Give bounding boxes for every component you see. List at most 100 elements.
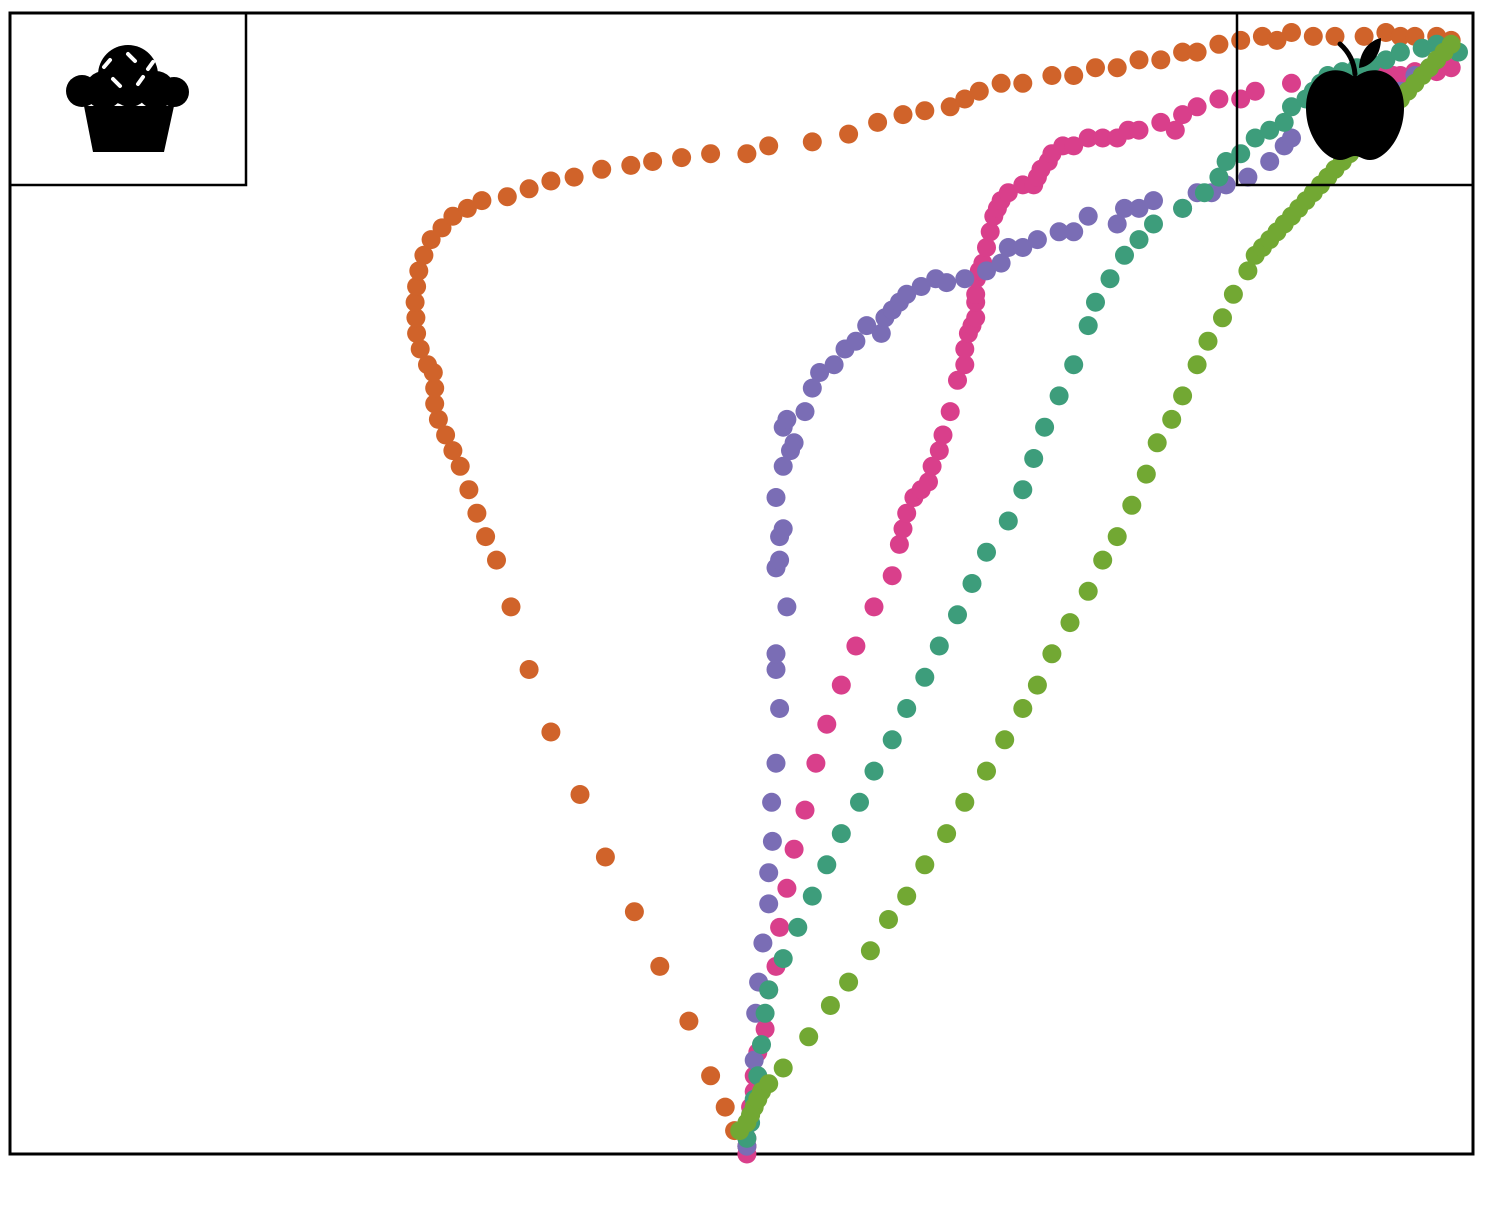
trajectory-point: [911, 277, 931, 296]
trajectory-point: [715, 1097, 735, 1117]
trajectory-point: [1115, 198, 1134, 218]
trajectory-point: [1441, 34, 1461, 54]
trajectory-point: [977, 238, 996, 257]
trajectory-point: [1078, 316, 1098, 336]
trajectory-point: [1129, 50, 1149, 70]
trajectory-point: [1064, 355, 1084, 375]
trajectory-point: [1093, 550, 1113, 570]
trajectory-point: [755, 1019, 775, 1039]
series-layer: [405, 23, 1468, 1164]
trajectory-point: [759, 980, 779, 1000]
trajectory-point: [1078, 206, 1098, 226]
trajectory-point: [650, 956, 670, 976]
trajectory-point: [1209, 167, 1229, 187]
trajectory-point: [1013, 480, 1033, 500]
trajectory-point: [1086, 292, 1105, 312]
trajectory-point: [621, 155, 641, 175]
trajectory-point: [893, 519, 913, 539]
trajectory-point: [879, 910, 898, 929]
trajectory-point: [1060, 613, 1080, 633]
trajectory-point: [1260, 152, 1280, 171]
trajectory-series-2: [737, 58, 1461, 1164]
trajectory-point: [672, 148, 692, 168]
trajectory-point: [1144, 214, 1163, 234]
trajectory-point: [487, 550, 506, 570]
trajectory-point: [966, 284, 986, 304]
trajectory-point: [410, 339, 430, 359]
trajectory-point: [929, 441, 949, 461]
trajectory-point: [418, 355, 437, 375]
trajectory-point: [1390, 26, 1410, 46]
trajectory-point: [802, 132, 822, 152]
trajectory-point: [919, 472, 938, 492]
trajectory-point: [1187, 97, 1207, 117]
trajectory-point: [882, 730, 902, 750]
trajectory-point: [541, 171, 561, 191]
trajectory-point: [1187, 355, 1207, 375]
trajectory-point: [624, 902, 644, 922]
trajectory-series-3: [737, 58, 1439, 1156]
trajectory-point: [998, 238, 1018, 257]
trajectory-point: [737, 144, 757, 164]
trajectory-point: [1252, 26, 1272, 46]
trajectory-point: [1027, 675, 1047, 695]
trajectory-point: [839, 124, 859, 144]
trajectory-point: [817, 855, 837, 875]
trajectory-point: [406, 308, 426, 328]
trajectory-point: [497, 187, 517, 207]
trajectory-point: [1013, 699, 1033, 718]
trajectory-point: [1027, 230, 1047, 250]
trajectory-point: [1187, 42, 1207, 62]
trajectory-point: [824, 355, 844, 375]
trajectory-point: [1129, 198, 1149, 218]
trajectory-point: [595, 847, 615, 867]
trajectory-point: [915, 855, 935, 875]
trajectory-point: [1198, 331, 1218, 351]
trajectory-point: [893, 105, 913, 125]
trajectory-point: [1376, 23, 1396, 42]
trajectory-point: [868, 112, 888, 132]
trajectory-point: [846, 636, 866, 656]
trajectory-point: [701, 144, 721, 164]
trajectory-point: [955, 269, 975, 289]
trajectory-point: [407, 277, 427, 296]
trajectory-point: [795, 402, 815, 422]
trajectory-point: [1412, 38, 1432, 58]
trajectory-point: [1282, 23, 1301, 42]
trajectory-point: [773, 519, 793, 539]
trajectory-point: [1173, 198, 1193, 218]
trajectory-point: [1282, 97, 1301, 117]
trajectory-point: [1274, 112, 1294, 132]
trajectory-point: [1303, 26, 1323, 46]
trajectory-point: [897, 699, 917, 718]
trajectory-point: [955, 339, 975, 359]
trajectory-point: [1086, 58, 1105, 78]
trajectory-point: [1390, 66, 1410, 85]
trajectory-point: [788, 917, 808, 937]
trajectory-point: [817, 714, 837, 734]
trajectory-point: [428, 409, 448, 429]
trajectory-point: [773, 456, 793, 476]
trajectory-point: [405, 292, 425, 312]
trajectory-point: [770, 699, 790, 718]
trajectory-point: [643, 152, 663, 171]
trajectory-point: [1035, 417, 1055, 437]
trajectory-point: [889, 534, 909, 554]
trajectory-point: [1245, 81, 1265, 101]
trajectory-point: [948, 370, 967, 390]
trajectory-point: [799, 1027, 819, 1047]
trajectory-point: [777, 409, 797, 429]
trajectory-point: [762, 831, 782, 851]
trajectory-point: [759, 136, 779, 156]
trajectory-point: [1260, 120, 1280, 140]
trajectory-point: [1238, 261, 1258, 281]
trajectory-point: [409, 261, 429, 281]
trajectory-point: [897, 503, 917, 523]
trajectory-point: [897, 886, 917, 906]
trajectory-point: [1064, 136, 1084, 156]
trajectory-point: [759, 894, 779, 914]
trajectory-point: [1129, 120, 1149, 140]
trajectory-point: [762, 792, 782, 812]
trajectory-point: [1441, 58, 1461, 78]
trajectory-point: [1194, 183, 1214, 203]
